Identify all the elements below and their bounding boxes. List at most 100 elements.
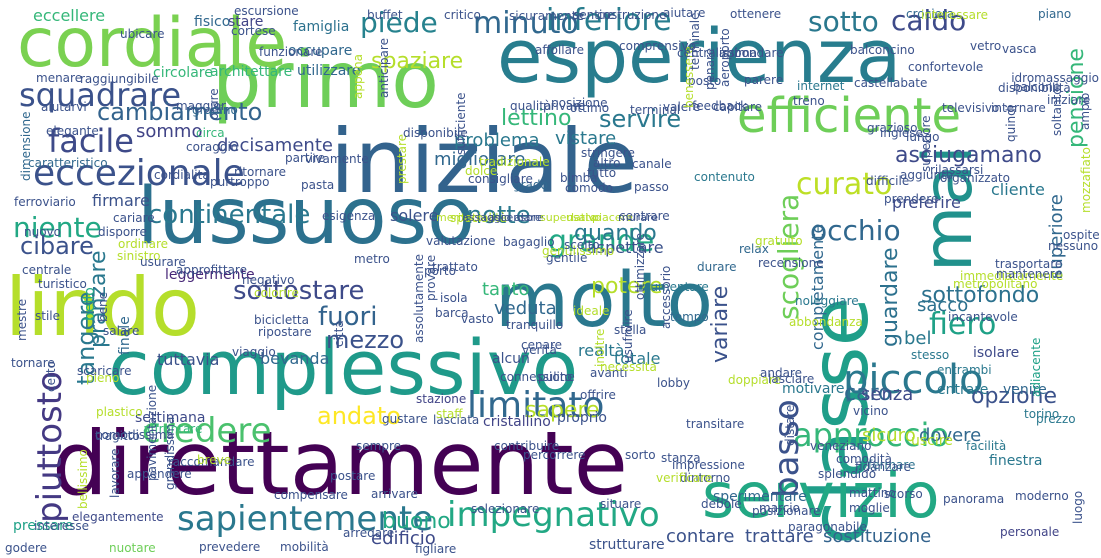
cloud-word: staff [436, 407, 463, 421]
cloud-word: complessivo [108, 323, 579, 412]
cloud-word: aggiunto [900, 168, 954, 182]
cloud-word: valere [663, 100, 701, 114]
cloud-word: mattino [849, 486, 896, 500]
cloud-word: internet [797, 79, 845, 93]
cloud-word: mantenere [996, 267, 1062, 281]
cloud-word: assaggio [462, 211, 511, 224]
cloud-word: arrivare [371, 487, 418, 501]
cloud-word: confortevole [908, 60, 984, 74]
cloud-word: lungo [906, 130, 940, 144]
cloud-word: usurare [140, 255, 186, 269]
cloud-word: sentire [573, 8, 615, 22]
cloud-word: offrire [580, 388, 616, 402]
cloud-word: distare [783, 404, 797, 446]
cloud-word: eccezionale [33, 153, 245, 194]
cloud-word: interesse [34, 519, 89, 533]
cloud-word: caro [844, 381, 892, 406]
cloud-word: sapientemente [177, 499, 434, 539]
cloud-word: quando [574, 221, 657, 246]
cloud-word: squadrare [19, 76, 182, 114]
cloud-word: centrale [22, 263, 72, 277]
cloud-word: purtroppo [210, 175, 270, 189]
cloud-word: gratuito [755, 234, 803, 248]
cloud-word: passo [634, 180, 669, 194]
cloud-word: lussuoso [137, 172, 475, 262]
cloud-word: isolare [973, 345, 1020, 361]
cloud-word: tutto [587, 166, 617, 180]
cloud-word: occhio [810, 214, 901, 247]
cloud-word: esigenza [322, 209, 376, 223]
cloud-word: lobby [657, 376, 691, 390]
cloud-word: funzionare [259, 45, 323, 59]
cloud-word: paragonabile [788, 520, 867, 534]
cloud-word: rilassarsi [930, 163, 984, 177]
cloud-word: posizione [551, 96, 608, 110]
cloud-word: bellissimo [76, 449, 90, 509]
cloud-word: sinistro [117, 249, 161, 263]
cloud-word: critico [444, 8, 481, 22]
cloud-word: aiutare [663, 6, 706, 20]
cloud-word: curato [796, 167, 893, 202]
cloud-word: motivare [782, 381, 845, 397]
cloud-word: impressione [672, 458, 745, 472]
cloud-word: godere [5, 541, 48, 555]
cloud-word: molto [495, 255, 713, 344]
cloud-word: lasciare [768, 372, 815, 386]
cloud-word: gradino [192, 103, 238, 117]
cloud-word: problema [454, 130, 540, 151]
cloud-word: ripostare [258, 325, 312, 339]
cloud-word: vasca [1002, 42, 1037, 56]
cloud-word: prezzo [1036, 412, 1076, 426]
cloud-word: durare [697, 260, 737, 274]
cloud-word: preferire [892, 193, 961, 212]
cloud-word: posto [688, 74, 722, 88]
cloud-word: sottofondo [921, 283, 1040, 308]
cloud-word: nessuno [1048, 239, 1099, 253]
cloud-word: entrambi [937, 363, 992, 377]
cloud-word: accessorio [659, 265, 673, 329]
cloud-word: murare [618, 211, 658, 224]
cloud-word: lettino [501, 106, 572, 131]
cloud-word: cliente [991, 180, 1045, 199]
cloud-word: trattato [432, 260, 478, 274]
cloud-word: abbondanza [789, 315, 863, 329]
cloud-word: qualità [510, 99, 552, 113]
cloud-word: piccolo [843, 357, 984, 403]
cloud-word: usufruire [621, 309, 635, 363]
cloud-word: stringere [581, 146, 635, 160]
cloud-word: spaziare [371, 49, 464, 74]
cloud-word: noleggiare [795, 294, 859, 308]
cloud-word: buffet [367, 8, 403, 22]
cloud-word: comprensivo [619, 39, 696, 53]
cloud-word: coraggio [186, 140, 239, 154]
cloud-word: lindo [5, 261, 200, 354]
cloud-word: nuovo [24, 225, 61, 239]
cloud-word: fermare [868, 458, 916, 472]
cloud-word: vivamente [305, 152, 369, 166]
cloud-word: maggior [176, 99, 226, 113]
cloud-word: altro [593, 156, 621, 170]
cloud-word: escursione [234, 4, 299, 18]
cloud-word: notte [467, 201, 531, 229]
cloud-word: sottostare [233, 276, 365, 306]
cloud-word: piede [360, 6, 438, 39]
cloud-word: inferiore [546, 3, 672, 38]
cloud-word: vetro [970, 39, 1002, 53]
cloud-word: cortese [231, 24, 276, 38]
cloud-word: transitare [686, 417, 745, 431]
cloud-word: migliorare [434, 149, 526, 170]
cloud-word: terminal [630, 103, 681, 117]
cloud-word: scaricare [77, 364, 132, 378]
cloud-word: mestre [15, 298, 29, 341]
cloud-word: sacco [917, 295, 969, 316]
cloud-word: moderno [1015, 489, 1069, 503]
cloud-word: castellabate [854, 76, 928, 90]
cloud-word: vicino [853, 404, 889, 418]
cloud-word: ordinare [118, 237, 169, 251]
cloud-word: gustare [382, 412, 428, 426]
cloud-word: veduta [494, 298, 557, 319]
cloud-word: affollare [535, 43, 585, 57]
cloud-word: moglie [849, 501, 890, 515]
cloud-word: continentale [148, 200, 311, 230]
